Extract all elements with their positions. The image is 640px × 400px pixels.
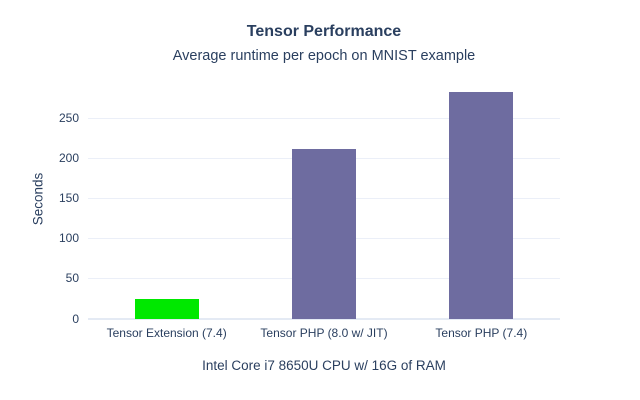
y-tick-label: 250 [58, 111, 79, 126]
y-tick-label: 150 [58, 191, 79, 206]
x-tick-label: Tensor PHP (8.0 w/ JIT) [260, 325, 388, 340]
chart-subtitle: Average runtime per epoch on MNIST examp… [172, 48, 476, 64]
y-tick-label: 0 [72, 311, 79, 326]
y-tick-label: 100 [58, 231, 79, 246]
bar [134, 299, 199, 319]
plot-area: 0 50 100 150 200 250 Tensor Extension (7.4) Ten… [59, 80, 560, 340]
gridline [88, 117, 560, 119]
y-tick-label: 200 [58, 151, 79, 166]
x-tick-label: Tensor PHP (7.4) [435, 325, 528, 340]
bar [292, 148, 356, 319]
zero-gridline [88, 317, 560, 320]
chart-title: Tensor Performance [246, 23, 402, 40]
y-axis-title: Seconds [30, 172, 46, 226]
x-axis-title: Intel Core i7 8650U CPU w/ 16G of RAM [202, 358, 446, 373]
y-tick-label: 50 [65, 271, 79, 286]
x-tick-label: Tensor Extension (7.4) [106, 325, 227, 340]
bar [449, 92, 514, 319]
